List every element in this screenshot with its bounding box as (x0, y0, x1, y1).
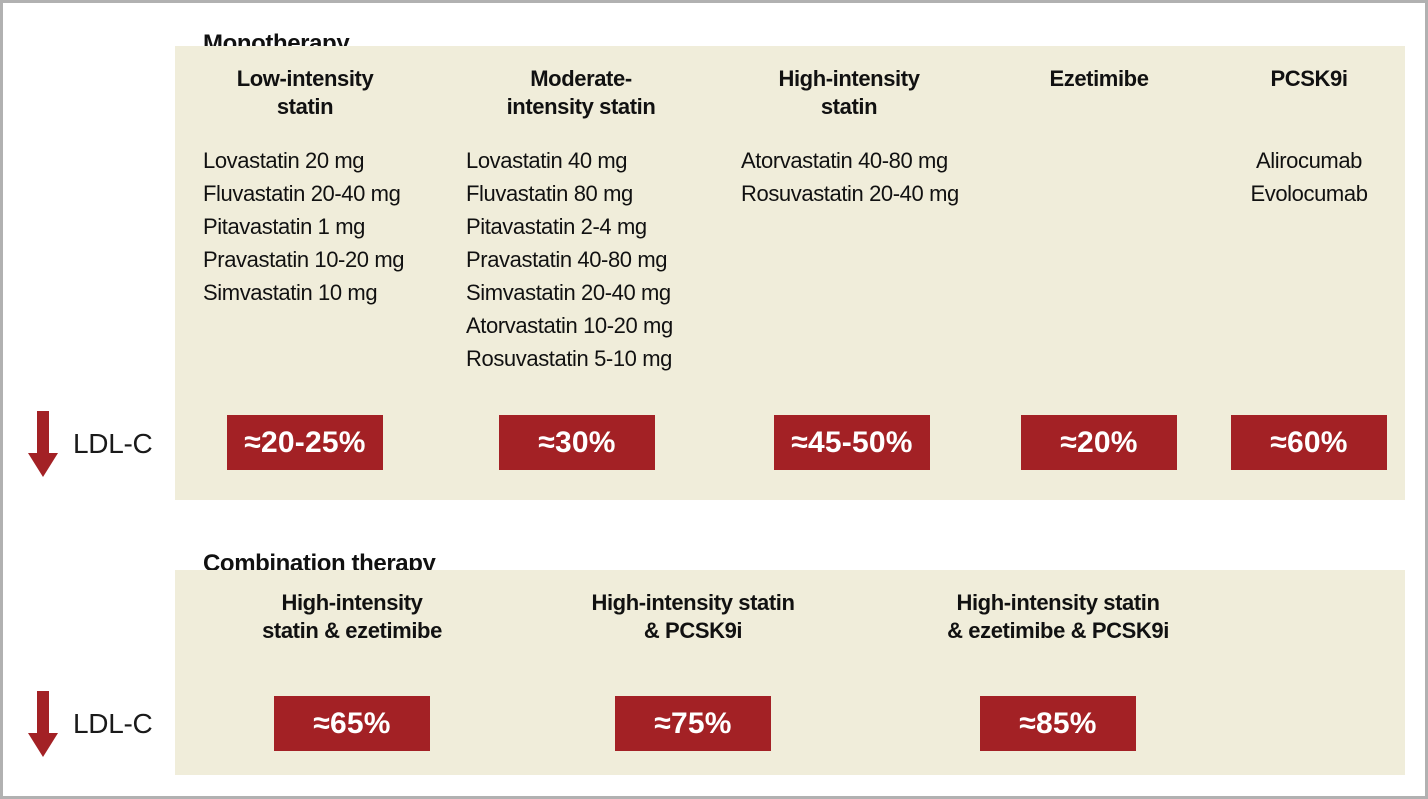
drug-list-high-intensity: Atorvastatin 40-80 mg Rosuvastatin 20-40… (741, 144, 959, 210)
column-header-ezetimibe: Ezetimibe (1049, 65, 1149, 93)
drug-item: Pravastatin 10-20 mg (203, 247, 405, 272)
drug-item: Pravastatin 40-80 mg (466, 247, 668, 272)
drug-item: Pitavastatin 2-4 mg (466, 214, 647, 239)
down-arrow-icon (28, 691, 58, 757)
column-header-high-intensity-statin: High-intensity statin (778, 65, 919, 121)
arrow-head (28, 453, 58, 477)
drug-item: Rosuvastatin 5-10 mg (466, 346, 672, 371)
header-line: High-intensity statin (591, 590, 795, 615)
drug-list-low-intensity: Lovastatin 20 mg Fluvastatin 20-40 mg Pi… (203, 144, 405, 309)
ldl-indicator-monotherapy (28, 411, 58, 477)
header-line: statin & ezetimibe (262, 618, 442, 643)
header-line: PCSK9i (1270, 66, 1348, 91)
arrow-shaft (37, 411, 49, 453)
drug-item: Lovastatin 40 mg (466, 148, 628, 173)
header-line: intensity statin (506, 94, 656, 119)
ldl-reduction-value: ≈20% (1060, 425, 1138, 459)
combination-panel: High-intensity statin & ezetimibe High-i… (175, 570, 1405, 775)
ldl-reduction-value: ≈30% (538, 425, 616, 459)
drug-item: Fluvastatin 20-40 mg (203, 181, 401, 206)
ldl-reduction-badge-high-statin: ≈45-50% (774, 415, 930, 470)
drug-item: Simvastatin 10 mg (203, 280, 378, 305)
column-header-moderate-intensity-statin: Moderate- intensity statin (507, 65, 656, 121)
drug-list-pcsk9i: Alirocumab Evolocumab (1250, 144, 1367, 210)
arrow-head (28, 733, 58, 757)
drug-item: Lovastatin 20 mg (203, 148, 365, 173)
ldl-reduction-badge-statin-ezetimibe-pcsk9i: ≈85% (980, 696, 1136, 751)
header-line: High-intensity (778, 66, 920, 91)
drug-list-moderate-intensity: Lovastatin 40 mg Fluvastatin 80 mg Pitav… (466, 144, 673, 375)
ldl-reduction-badge-pcsk9i: ≈60% (1231, 415, 1387, 470)
column-header-pcsk9i: PCSK9i (1270, 65, 1347, 93)
drug-item: Simvastatin 20-40 mg (466, 280, 671, 305)
ldl-reduction-badge-moderate-statin: ≈30% (499, 415, 655, 470)
ldl-reduction-badge-low-statin: ≈20-25% (227, 415, 383, 470)
header-line: & PCSK9i (643, 618, 743, 643)
column-header-statin-ezetimibe-pcsk9i: High-intensity statin & ezetimibe & PCSK… (947, 589, 1169, 645)
header-line: Low-intensity (236, 66, 374, 91)
ldl-reduction-value: ≈65% (313, 706, 391, 740)
drug-item: Atorvastatin 40-80 mg (741, 148, 948, 173)
header-line: High-intensity (281, 590, 423, 615)
drug-item: Alirocumab (1255, 148, 1363, 173)
header-line: High-intensity statin (956, 590, 1160, 615)
drug-item: Fluvastatin 80 mg (466, 181, 633, 206)
ldl-reduction-value: ≈85% (1019, 706, 1097, 740)
header-line: statin (276, 94, 334, 119)
drug-item: Atorvastatin 10-20 mg (466, 313, 673, 338)
column-header-statin-pcsk9i: High-intensity statin & PCSK9i (591, 589, 794, 645)
drug-item: Rosuvastatin 20-40 mg (741, 181, 959, 206)
ldl-reduction-value: ≈75% (654, 706, 732, 740)
ldl-indicator-combination (28, 691, 58, 757)
ldl-reduction-badge-ezetimibe: ≈20% (1021, 415, 1177, 470)
ldl-reduction-badge-statin-pcsk9i: ≈75% (615, 696, 771, 751)
ldl-reduction-value: ≈20-25% (244, 425, 366, 459)
drug-item: Evolocumab (1250, 181, 1368, 206)
header-line: Moderate- (530, 66, 632, 91)
ldl-reduction-value: ≈60% (1270, 425, 1348, 459)
ldl-reduction-badge-statin-ezetimibe: ≈65% (274, 696, 430, 751)
header-line: & ezetimibe & PCSK9i (947, 618, 1169, 643)
monotherapy-panel: Low-intensity statin Moderate- intensity… (175, 46, 1405, 500)
header-line: Ezetimibe (1049, 66, 1149, 91)
drug-item: Pitavastatin 1 mg (203, 214, 365, 239)
ldl-c-label-monotherapy: LDL-C (73, 428, 153, 459)
column-header-low-intensity-statin: Low-intensity statin (237, 65, 374, 121)
column-header-statin-ezetimibe: High-intensity statin & ezetimibe (262, 589, 442, 645)
arrow-shaft (37, 691, 49, 733)
ldl-c-label-combination: LDL-C (73, 708, 153, 739)
down-arrow-icon (28, 411, 58, 477)
ldl-reduction-value: ≈45-50% (791, 425, 913, 459)
header-line: statin (820, 94, 878, 119)
